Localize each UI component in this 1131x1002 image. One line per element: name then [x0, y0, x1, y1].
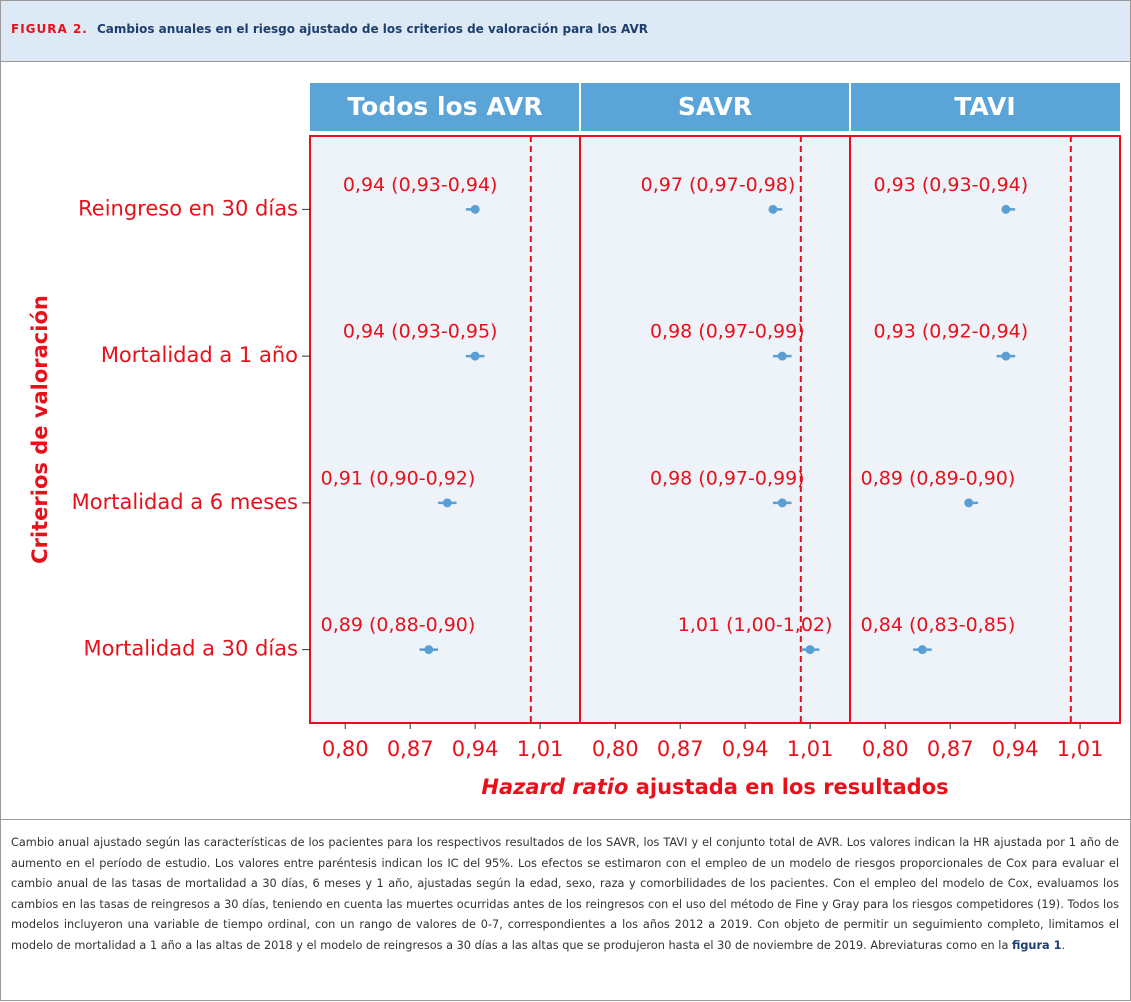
point	[470, 351, 480, 361]
x-tick-label: 0,94	[452, 737, 499, 761]
x-tick-label: 1,01	[517, 737, 564, 761]
x-axis-label: Hazard ratio ajustada en los resultados	[481, 775, 948, 799]
panel-title: Todos los AVR	[347, 92, 542, 121]
x-axis-label-italic: Hazard ratio	[481, 775, 628, 799]
value-label: 0,94 (0,93-0,95)	[343, 321, 498, 343]
y-tick-label: Mortalidad a 1 año	[101, 343, 298, 367]
figure-link[interactable]: figura 1	[1011, 938, 1062, 952]
value-label: 0,89 (0,88-0,90)	[321, 614, 476, 636]
figure-title: Cambios anuales en el riesgo ajustado de…	[97, 22, 649, 36]
x-tick-label: 1,01	[787, 737, 834, 761]
x-tick-label: 0,94	[992, 737, 1039, 761]
panel-background	[309, 135, 581, 724]
x-tick-label: 1,01	[1057, 737, 1104, 761]
point	[1001, 204, 1011, 214]
value-label: 1,01 (1,00-1,02)	[678, 614, 833, 636]
y-tick-label: Mortalidad a 30 días	[84, 637, 299, 661]
point	[424, 645, 434, 655]
panel-title: SAVR	[678, 92, 752, 121]
panel-background	[849, 135, 1121, 724]
x-tick-label: 0,87	[657, 737, 704, 761]
figure-label: FIGURA 2.	[11, 22, 88, 36]
y-axis-label: Criterios de valoración	[28, 295, 52, 564]
point	[777, 498, 787, 508]
point	[1001, 351, 1011, 361]
chart: Todos los AVR 0,80 0,87 0,94 1,01 0,94 (0,93-…	[28, 83, 1121, 799]
caption-text: Cambio anual ajustado según las caracter…	[11, 836, 1119, 952]
point	[442, 498, 452, 508]
divider	[1, 819, 1130, 820]
value-label: 0,93 (0,93-0,94)	[874, 174, 1029, 196]
x-tick-label: 0,87	[927, 737, 974, 761]
caption-end: .	[1061, 938, 1066, 952]
y-tick-label: Reingreso en 30 días	[78, 196, 298, 220]
value-label: 0,94 (0,93-0,94)	[343, 174, 498, 196]
y-tick-label: Mortalidad a 6 meses	[72, 490, 298, 514]
point	[917, 645, 927, 655]
x-tick-label: 0,80	[592, 737, 639, 761]
x-tick-label: 0,80	[322, 737, 369, 761]
x-axis-label-rest: ajustada en los resultados	[628, 775, 948, 799]
figure-header: FIGURA 2. Cambios anuales en el riesgo a…	[1, 1, 1130, 62]
value-label: 0,98 (0,97-0,99)	[650, 467, 805, 489]
value-label: 0,84 (0,83-0,85)	[861, 614, 1016, 636]
value-label: 0,98 (0,97-0,99)	[650, 321, 805, 343]
x-tick-label: 0,94	[722, 737, 769, 761]
point	[805, 645, 815, 655]
value-label: 0,97 (0,97-0,98)	[641, 174, 796, 196]
point	[470, 204, 480, 214]
point	[768, 204, 778, 214]
panel-title: TAVI	[954, 92, 1015, 121]
panel-background	[579, 135, 851, 724]
caption: Cambio anual ajustado según las caracter…	[11, 833, 1119, 957]
value-label: 0,91 (0,90-0,92)	[321, 467, 476, 489]
value-label: 0,93 (0,92-0,94)	[874, 321, 1029, 343]
point	[777, 351, 787, 361]
x-tick-label: 0,87	[387, 737, 434, 761]
x-tick-label: 0,80	[862, 737, 909, 761]
value-label: 0,89 (0,89-0,90)	[861, 467, 1016, 489]
point	[964, 498, 974, 508]
panel-header-bar	[310, 83, 1120, 131]
